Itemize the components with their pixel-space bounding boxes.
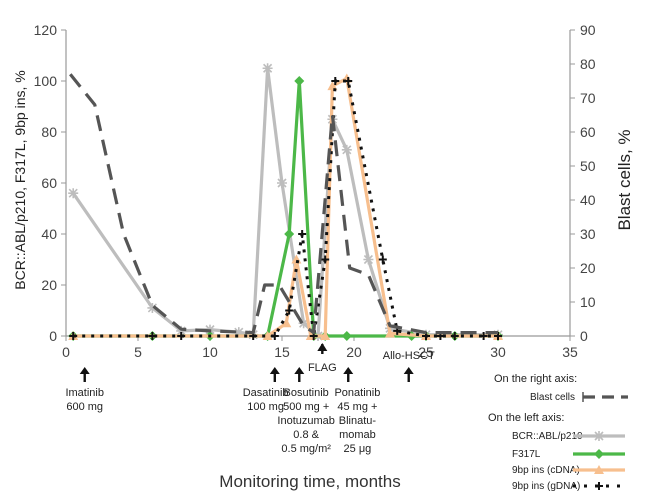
- data-point: [294, 76, 305, 86]
- series-bcr-abl-p210: [68, 63, 503, 341]
- y-right-tick-label: 60: [580, 124, 596, 140]
- data-point: [385, 328, 395, 338]
- series-layer: [68, 63, 503, 341]
- y-left-tick-label: 80: [41, 124, 57, 140]
- legend-entry-label: BCR::ABL/p210: [512, 431, 583, 442]
- data-point: [69, 332, 78, 340]
- y-right-tick-label: 40: [580, 192, 596, 208]
- legend-entry-label: 9bp ins (gDNA): [512, 481, 580, 492]
- y-left-axis-title: BCR::ABL/p210, F317L, 9bp ins, %: [12, 70, 28, 289]
- annotation-arrowhead: [317, 343, 328, 351]
- annotation-label: FLAG: [307, 362, 337, 374]
- y-right-tick-label: 20: [580, 260, 596, 276]
- annotation-label: Ponatinib 45 mg + Blinatu- momab 25 μg: [334, 387, 381, 455]
- data-point: [594, 465, 604, 474]
- legend: On the right axis: On the left axis: Blast…: [488, 373, 628, 492]
- y-left-tick-label: 40: [41, 226, 57, 242]
- annotation-label: Bosutinib 500 mg + Inotuzumab 0.8 & 0.5 …: [277, 387, 335, 455]
- data-point: [378, 255, 387, 264]
- legend-left-axis-title: On the left axis:: [488, 412, 564, 424]
- data-point: [277, 178, 287, 188]
- x-tick-label: 20: [346, 344, 362, 360]
- y-left-tick-label: 0: [49, 328, 57, 344]
- x-tick-label: 0: [62, 344, 70, 360]
- y-left-tick-label: 20: [41, 277, 57, 293]
- y-right-tick-label: 0: [580, 328, 588, 344]
- y-right-tick-label: 80: [580, 56, 596, 72]
- y-left-tick-label: 100: [34, 73, 58, 89]
- y-right-tick-label: 10: [580, 294, 596, 310]
- data-point: [262, 331, 273, 340]
- y-right-axis-title: Blast cells, %: [615, 129, 634, 230]
- x-tick-label: 35: [562, 344, 578, 360]
- data-point: [262, 63, 273, 74]
- data-point: [281, 318, 292, 328]
- y-left-tick-label: 120: [34, 22, 58, 38]
- data-point: [479, 332, 488, 340]
- data-point: [594, 431, 604, 441]
- data-point: [321, 255, 330, 264]
- annotation-arrowhead: [79, 367, 90, 374]
- y-right-tick-label: 90: [580, 22, 596, 38]
- data-point: [331, 77, 340, 85]
- x-tick-label: 25: [418, 344, 434, 360]
- data-point: [341, 331, 352, 341]
- y-right-tick-label: 50: [580, 158, 596, 174]
- annotation-arrowhead: [294, 367, 305, 374]
- data-point: [270, 332, 279, 340]
- data-point: [177, 332, 186, 340]
- data-point: [595, 482, 603, 490]
- data-point: [147, 302, 158, 313]
- annotation-arrowhead: [269, 367, 280, 374]
- data-point: [327, 81, 338, 91]
- axes: 0 5 10 15 20 25 30 3502040608010012001020304050…: [34, 22, 596, 360]
- x-axis-title: Monitoring time, months: [219, 472, 400, 491]
- data-point: [233, 327, 244, 338]
- data-point: [320, 331, 331, 340]
- data-point: [450, 332, 459, 340]
- series-line: [73, 79, 498, 338]
- series-9bp-ins-gdna-: [69, 77, 502, 340]
- data-point: [298, 318, 309, 329]
- annotation-arrowhead: [403, 367, 414, 374]
- data-point: [148, 332, 157, 340]
- data-point: [363, 254, 374, 265]
- annotation-label: Allo-HSCT: [382, 350, 435, 362]
- data-point: [68, 188, 79, 199]
- y-left-tick-label: 60: [41, 175, 57, 191]
- data-point: [298, 230, 307, 238]
- legend-entry-label: F317L: [512, 449, 541, 460]
- x-tick-label: 10: [202, 344, 218, 360]
- annotation-label: Imatinib 600 mg: [65, 387, 104, 413]
- y-right-tick-label: 70: [580, 90, 596, 106]
- data-point: [341, 144, 352, 155]
- legend-right-axis-title: On the right axis:: [494, 373, 577, 385]
- x-tick-label: 5: [134, 344, 142, 360]
- data-point: [594, 449, 604, 459]
- annotation-label: Dasatinib 100 mg: [242, 387, 289, 413]
- legend-entry-label: Blast cells: [530, 392, 575, 403]
- x-tick-label: 30: [490, 344, 506, 360]
- data-point: [284, 229, 295, 239]
- x-tick-label: 15: [274, 344, 290, 360]
- annotation-arrowhead: [343, 367, 354, 374]
- data-point: [344, 77, 353, 85]
- data-point: [285, 306, 294, 315]
- y-right-tick-label: 30: [580, 226, 596, 242]
- legend-entry-label: 9bp ins (cDNA): [512, 465, 580, 476]
- data-point: [176, 325, 187, 336]
- annotation-arrows: [79, 343, 414, 382]
